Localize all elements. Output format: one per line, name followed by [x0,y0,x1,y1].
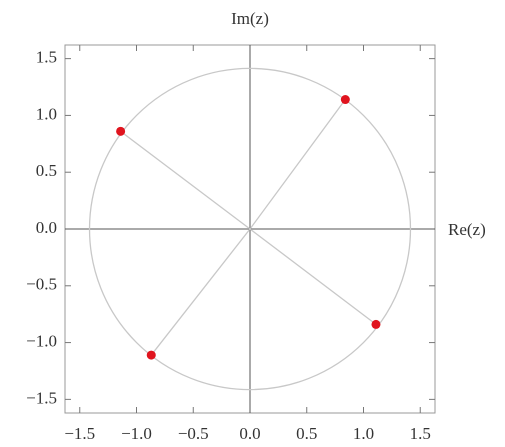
x-tick-label: −1.5 [64,424,95,443]
point [116,126,126,136]
y-tick-label: 0.0 [36,218,57,237]
y-tick-label: 1.5 [36,48,57,67]
point [371,319,381,329]
y-tick-label: −1.0 [26,331,57,350]
spoke [120,130,251,230]
y-tick-label: −1.5 [26,388,57,407]
point [146,350,156,360]
x-axis-label: Re(z) [448,220,486,239]
spoke [150,228,251,356]
y-axis-label: Im(z) [231,9,269,28]
spoke [249,228,377,325]
x-tick-label: 0.5 [296,424,317,443]
point [340,95,350,105]
y-tick-label: −0.5 [26,275,57,294]
y-tick-label: 1.0 [36,104,57,123]
spoke [249,99,346,230]
x-tick-label: 1.5 [410,424,431,443]
x-tick-label: −1.0 [121,424,152,443]
circle [88,67,412,391]
x-tick-label: 1.0 [353,424,374,443]
x-tick-label: −0.5 [178,424,209,443]
y-tick-label: 0.5 [36,161,57,180]
x-tick-label: 0.0 [239,424,260,443]
